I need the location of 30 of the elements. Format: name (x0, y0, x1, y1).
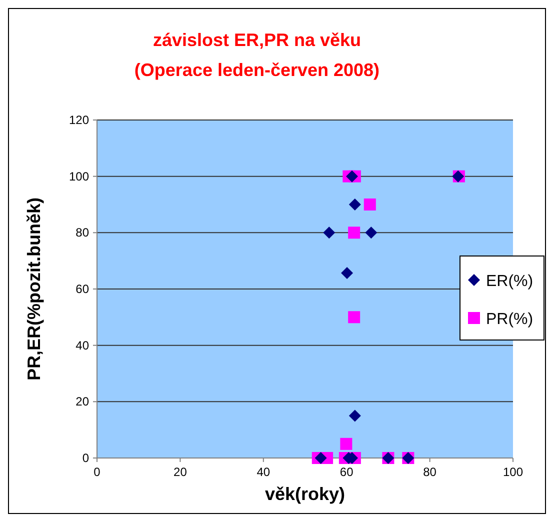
point (348, 198, 361, 210)
x-tick-label: 80 (423, 465, 437, 479)
x-tick-label: 60 (340, 465, 354, 479)
legend-label: ER(%) (486, 273, 534, 290)
y-tick-label: 40 (76, 338, 90, 352)
y-tick-label: 100 (68, 169, 90, 184)
point (365, 226, 378, 239)
point (348, 410, 361, 422)
x-tick-label: 40 (256, 465, 270, 479)
point (348, 311, 360, 324)
x-tick-label: 20 (174, 465, 188, 479)
y-axis-title: PR,ER(%pozit.buněk) (24, 197, 44, 380)
legend-label: PR(%) (486, 311, 534, 328)
point (314, 452, 327, 464)
y-tick-label: 0 (82, 451, 90, 465)
x-tick-label: 100 (502, 465, 524, 479)
y-tick-label: 80 (76, 226, 90, 240)
point (348, 226, 360, 239)
y-tick-label: 120 (68, 113, 90, 127)
chart-subtitle: (Operace leden-červen 2008) (134, 60, 380, 80)
point (341, 266, 354, 279)
point (364, 198, 376, 210)
x-tick-label: 0 (94, 465, 101, 479)
y-tick-label: 20 (76, 394, 90, 409)
x-axis-title: věk(roky) (264, 484, 346, 504)
y-tick-label: 60 (76, 282, 90, 296)
chart-title: závislost ER,PR na věku (152, 30, 362, 50)
point (323, 226, 336, 239)
point (346, 170, 358, 182)
point (340, 438, 352, 450)
